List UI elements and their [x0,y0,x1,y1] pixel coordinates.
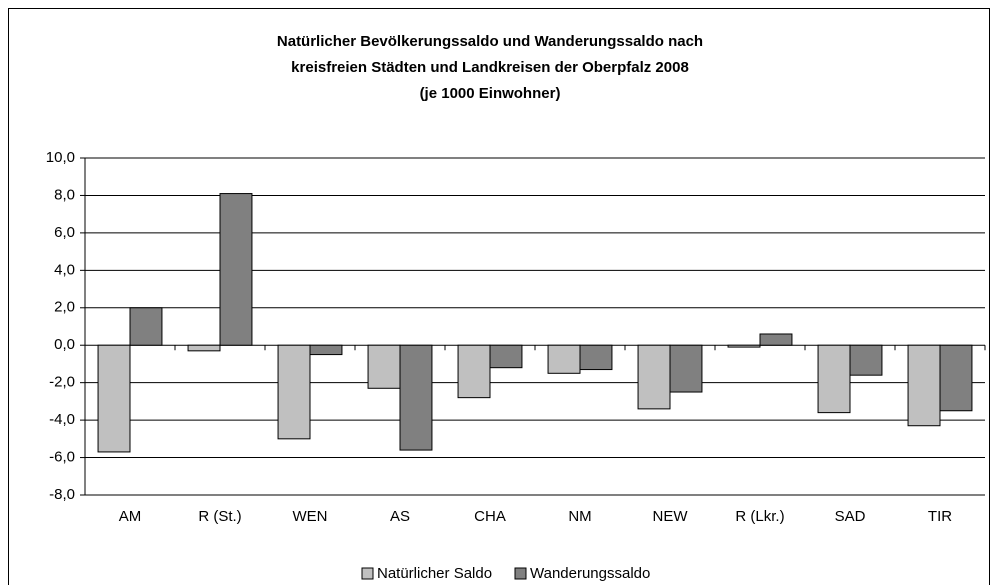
bar [219,193,253,346]
y-tick-label: 4,0 [54,261,75,278]
x-tick-label: AS [390,508,410,525]
bar [939,344,973,412]
x-tick-label: WEN [293,508,328,525]
bar [277,344,311,440]
y-tick-label: -4,0 [49,411,75,428]
bar [399,344,433,451]
y-tick-label: 10,0 [46,149,75,166]
legend-label: Wanderungssaldo [530,565,650,582]
chart-title: Natürlicher Bevölkerungssaldo und Wander… [277,33,703,50]
x-tick-label: R (St.) [198,508,241,525]
y-tick-label: 2,0 [54,299,75,316]
chart-border [8,8,990,585]
y-tick-label: 0,0 [54,336,75,353]
bar [457,344,491,399]
y-tick-label: 6,0 [54,224,75,241]
bar [187,344,221,352]
bar [637,344,671,410]
bar [849,344,883,376]
x-tick-label: R (Lkr.) [735,508,784,525]
legend-swatch [361,567,374,580]
legend-label: Natürlicher Saldo [377,565,492,582]
bar [547,344,581,374]
chart-title: (je 1000 Einwohner) [420,85,561,102]
bar [727,344,761,348]
bar [489,344,523,369]
bar [367,344,401,389]
bar [129,307,163,346]
bar [579,344,613,371]
bar [97,344,131,453]
x-tick-label: TIR [928,508,952,525]
y-tick-label: -2,0 [49,374,75,391]
bar [669,344,703,393]
x-tick-label: NM [568,508,591,525]
x-tick-label: NEW [653,508,689,525]
y-tick-label: -8,0 [49,486,75,503]
bar [309,344,343,356]
y-tick-label: -6,0 [49,449,75,466]
x-tick-label: CHA [474,508,506,525]
x-tick-label: AM [119,508,142,525]
bar [759,333,793,346]
y-tick-label: 8,0 [54,186,75,203]
legend-swatch [514,567,527,580]
bar [817,344,851,414]
bar [907,344,941,427]
x-tick-label: SAD [835,508,866,525]
chart-title: kreisfreien Städten und Landkreisen der … [291,59,689,76]
